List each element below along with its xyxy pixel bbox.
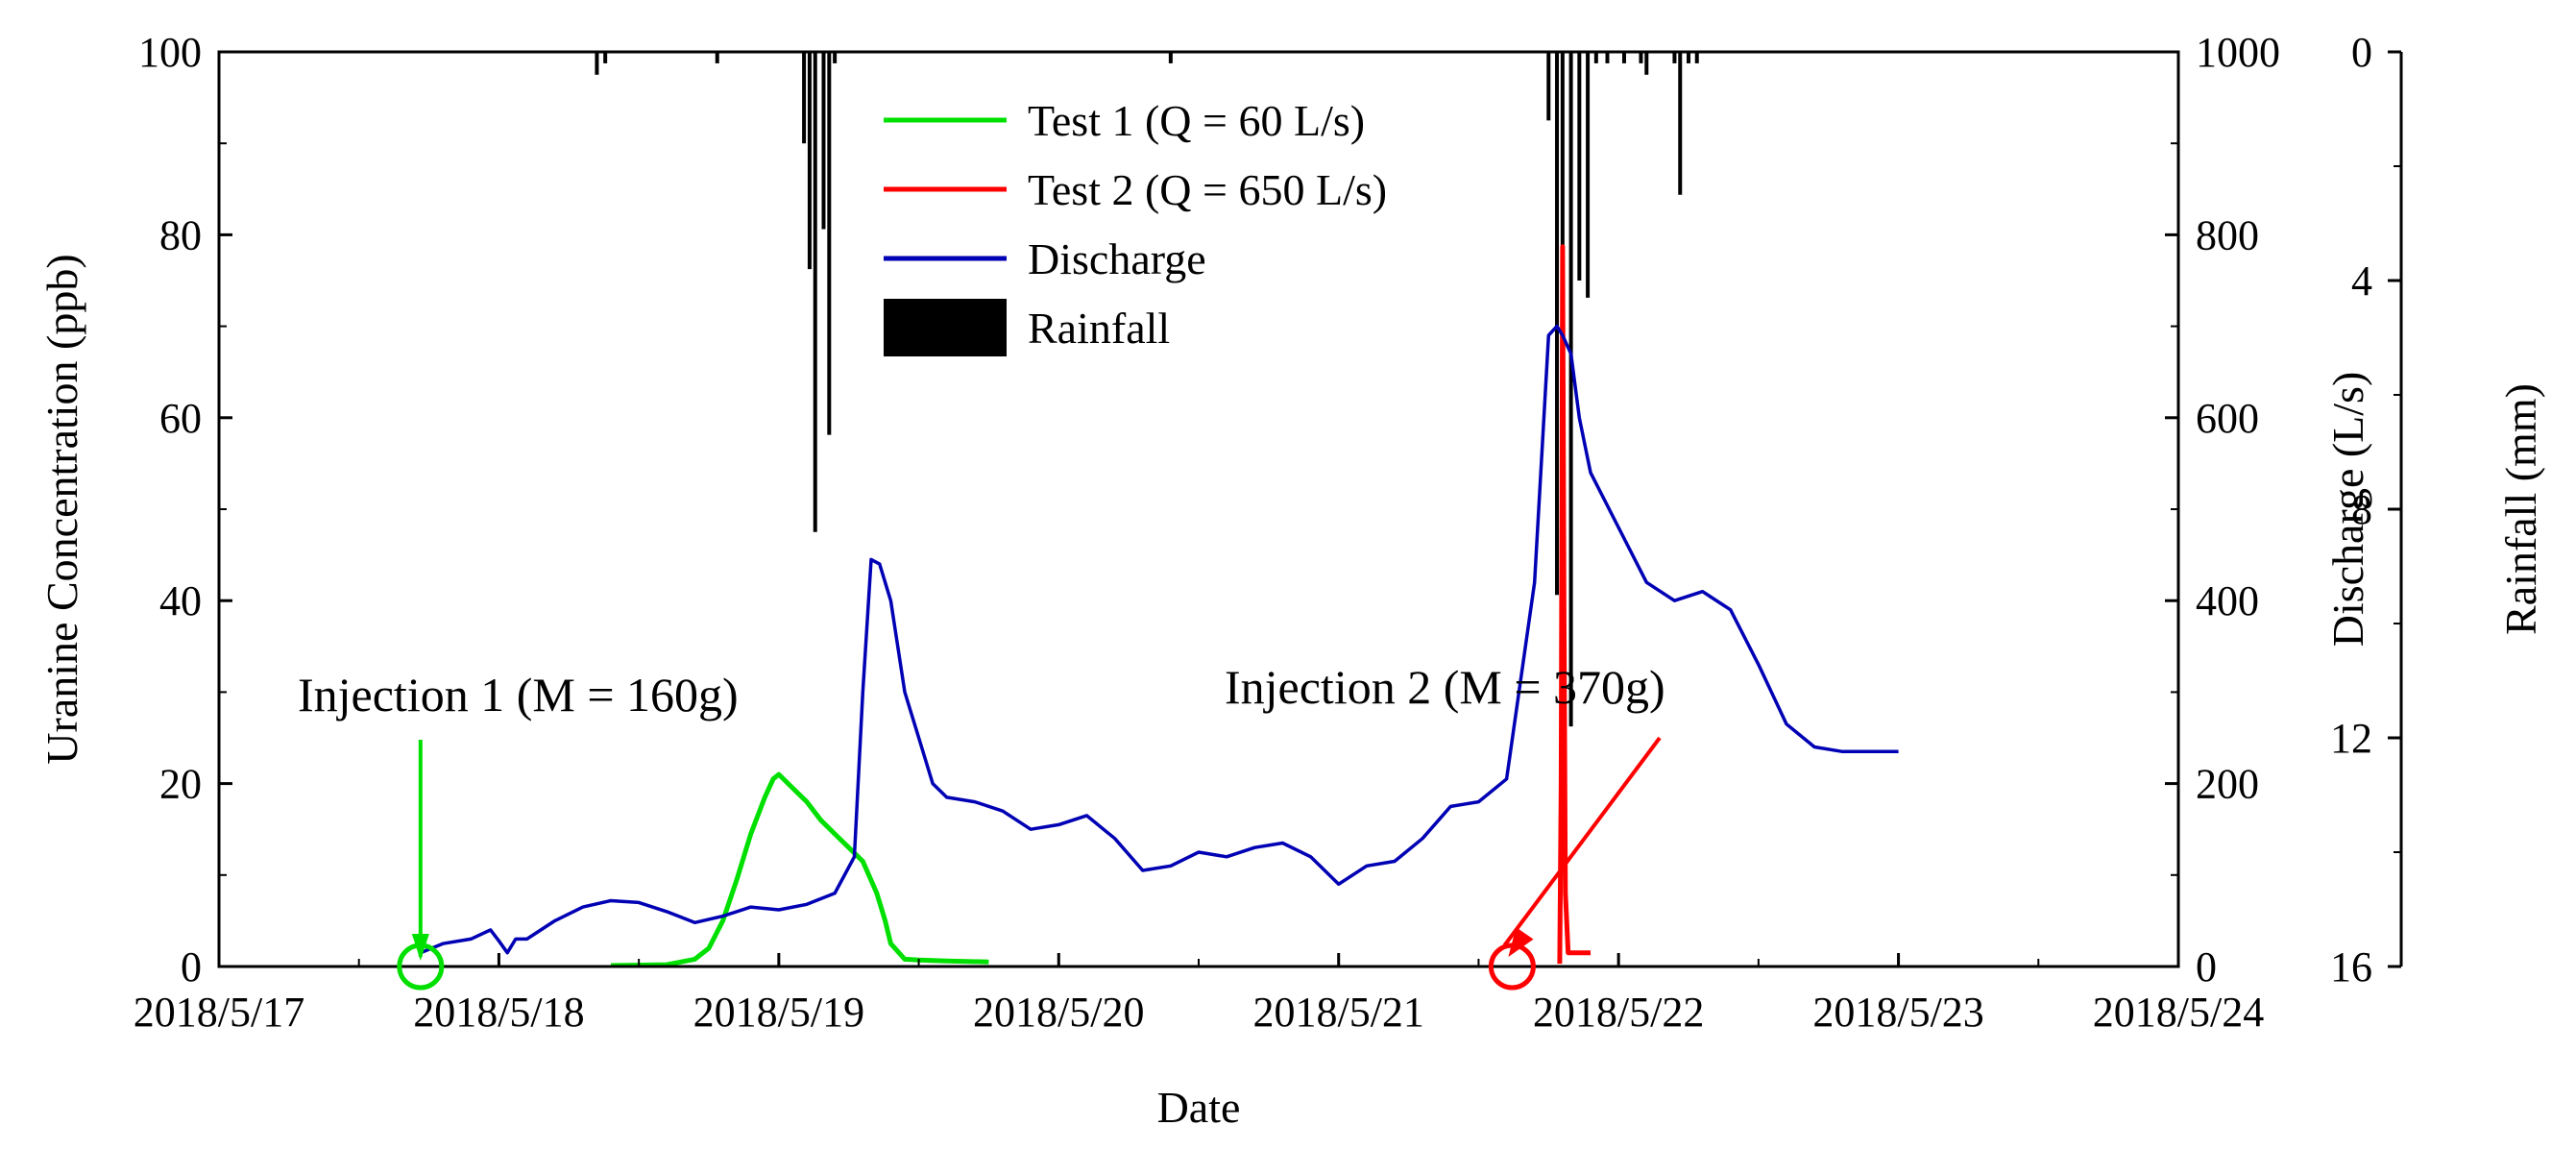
left-tick-label: 60 — [159, 395, 202, 442]
discharge-tick-label: 0 — [2196, 943, 2217, 991]
x-tick-label: 2018/5/24 — [2093, 989, 2264, 1036]
rainfall-tick-label: 0 — [2351, 29, 2372, 76]
rainfall-axis: 0 4 8 12 16 — [2330, 29, 2403, 991]
x-tick-label: 2018/5/22 — [1533, 989, 1704, 1036]
injection-1-label: Injection 1 (M = 160g) — [298, 668, 739, 722]
discharge-axis-title: Discharge (L/s) — [2323, 372, 2372, 648]
legend: Test 1 (Q = 60 L/s) Test 2 (Q = 650 L/s) D… — [884, 96, 1387, 356]
series-lines — [420, 244, 1899, 968]
x-axis-ticks: 2018/5/17 2018/5/18 2018/5/19 2018/5/20 2018… — [134, 953, 2264, 1036]
rainfall-bars — [595, 52, 1699, 727]
left-tick-label: 100 — [138, 29, 202, 76]
x-tick-label: 2018/5/18 — [413, 989, 584, 1036]
discharge-tick-label: 800 — [2196, 211, 2259, 258]
left-tick-label: 20 — [159, 761, 202, 808]
injection-1-arrowhead — [411, 934, 429, 961]
series-line-0 — [610, 771, 989, 968]
discharge-tick-label: 600 — [2196, 395, 2259, 442]
series-line-2 — [420, 324, 1899, 955]
legend-label: Rainfall — [1028, 304, 1170, 353]
injection-2-arrow-shaft — [1502, 736, 1662, 947]
injection-2-label: Injection 2 (M = 370g) — [1225, 660, 1665, 714]
annotations: Injection 1 (M = 160g) Injection 2 (M = 3… — [298, 660, 1665, 991]
legend-label: Test 1 (Q = 60 L/s) — [1028, 96, 1365, 145]
x-tick-label: 2018/5/20 — [973, 989, 1144, 1036]
discharge-tick-label: 400 — [2196, 577, 2259, 624]
x-tick-label: 2018/5/23 — [1812, 989, 1983, 1036]
left-tick-label: 40 — [159, 577, 202, 624]
discharge-tick-label: 200 — [2196, 761, 2259, 808]
series-line-1 — [1557, 244, 1591, 965]
discharge-tick-label: 1000 — [2196, 29, 2280, 76]
x-tick-label: 2018/5/19 — [693, 989, 864, 1036]
left-axis-title: Uranine Concentration (ppb) — [37, 254, 86, 764]
x-tick-label: 2018/5/17 — [134, 989, 304, 1036]
legend-label: Test 2 (Q = 650 L/s) — [1028, 165, 1387, 214]
x-axis-title: Date — [1157, 1083, 1241, 1132]
rainfall-tick-label: 8 — [2351, 486, 2372, 533]
rainfall-tick-label: 12 — [2330, 715, 2372, 762]
left-axis-ticks: 0 20 40 60 80 100 — [138, 29, 232, 991]
injection-2-arrowhead — [1508, 927, 1534, 957]
left-tick-label: 80 — [159, 211, 202, 258]
rainfall-tick-label: 16 — [2330, 943, 2372, 991]
legend-swatch-rainfall — [884, 299, 1007, 356]
rainfall-tick-label: 4 — [2351, 257, 2372, 305]
x-tick-label: 2018/5/21 — [1252, 989, 1423, 1036]
legend-label: Discharge — [1028, 234, 1206, 283]
discharge-axis-ticks: 0 200 400 600 800 1000 — [2165, 29, 2280, 991]
rainfall-axis-title: Rainfall (mm) — [2496, 383, 2545, 635]
left-tick-label: 0 — [181, 943, 202, 991]
